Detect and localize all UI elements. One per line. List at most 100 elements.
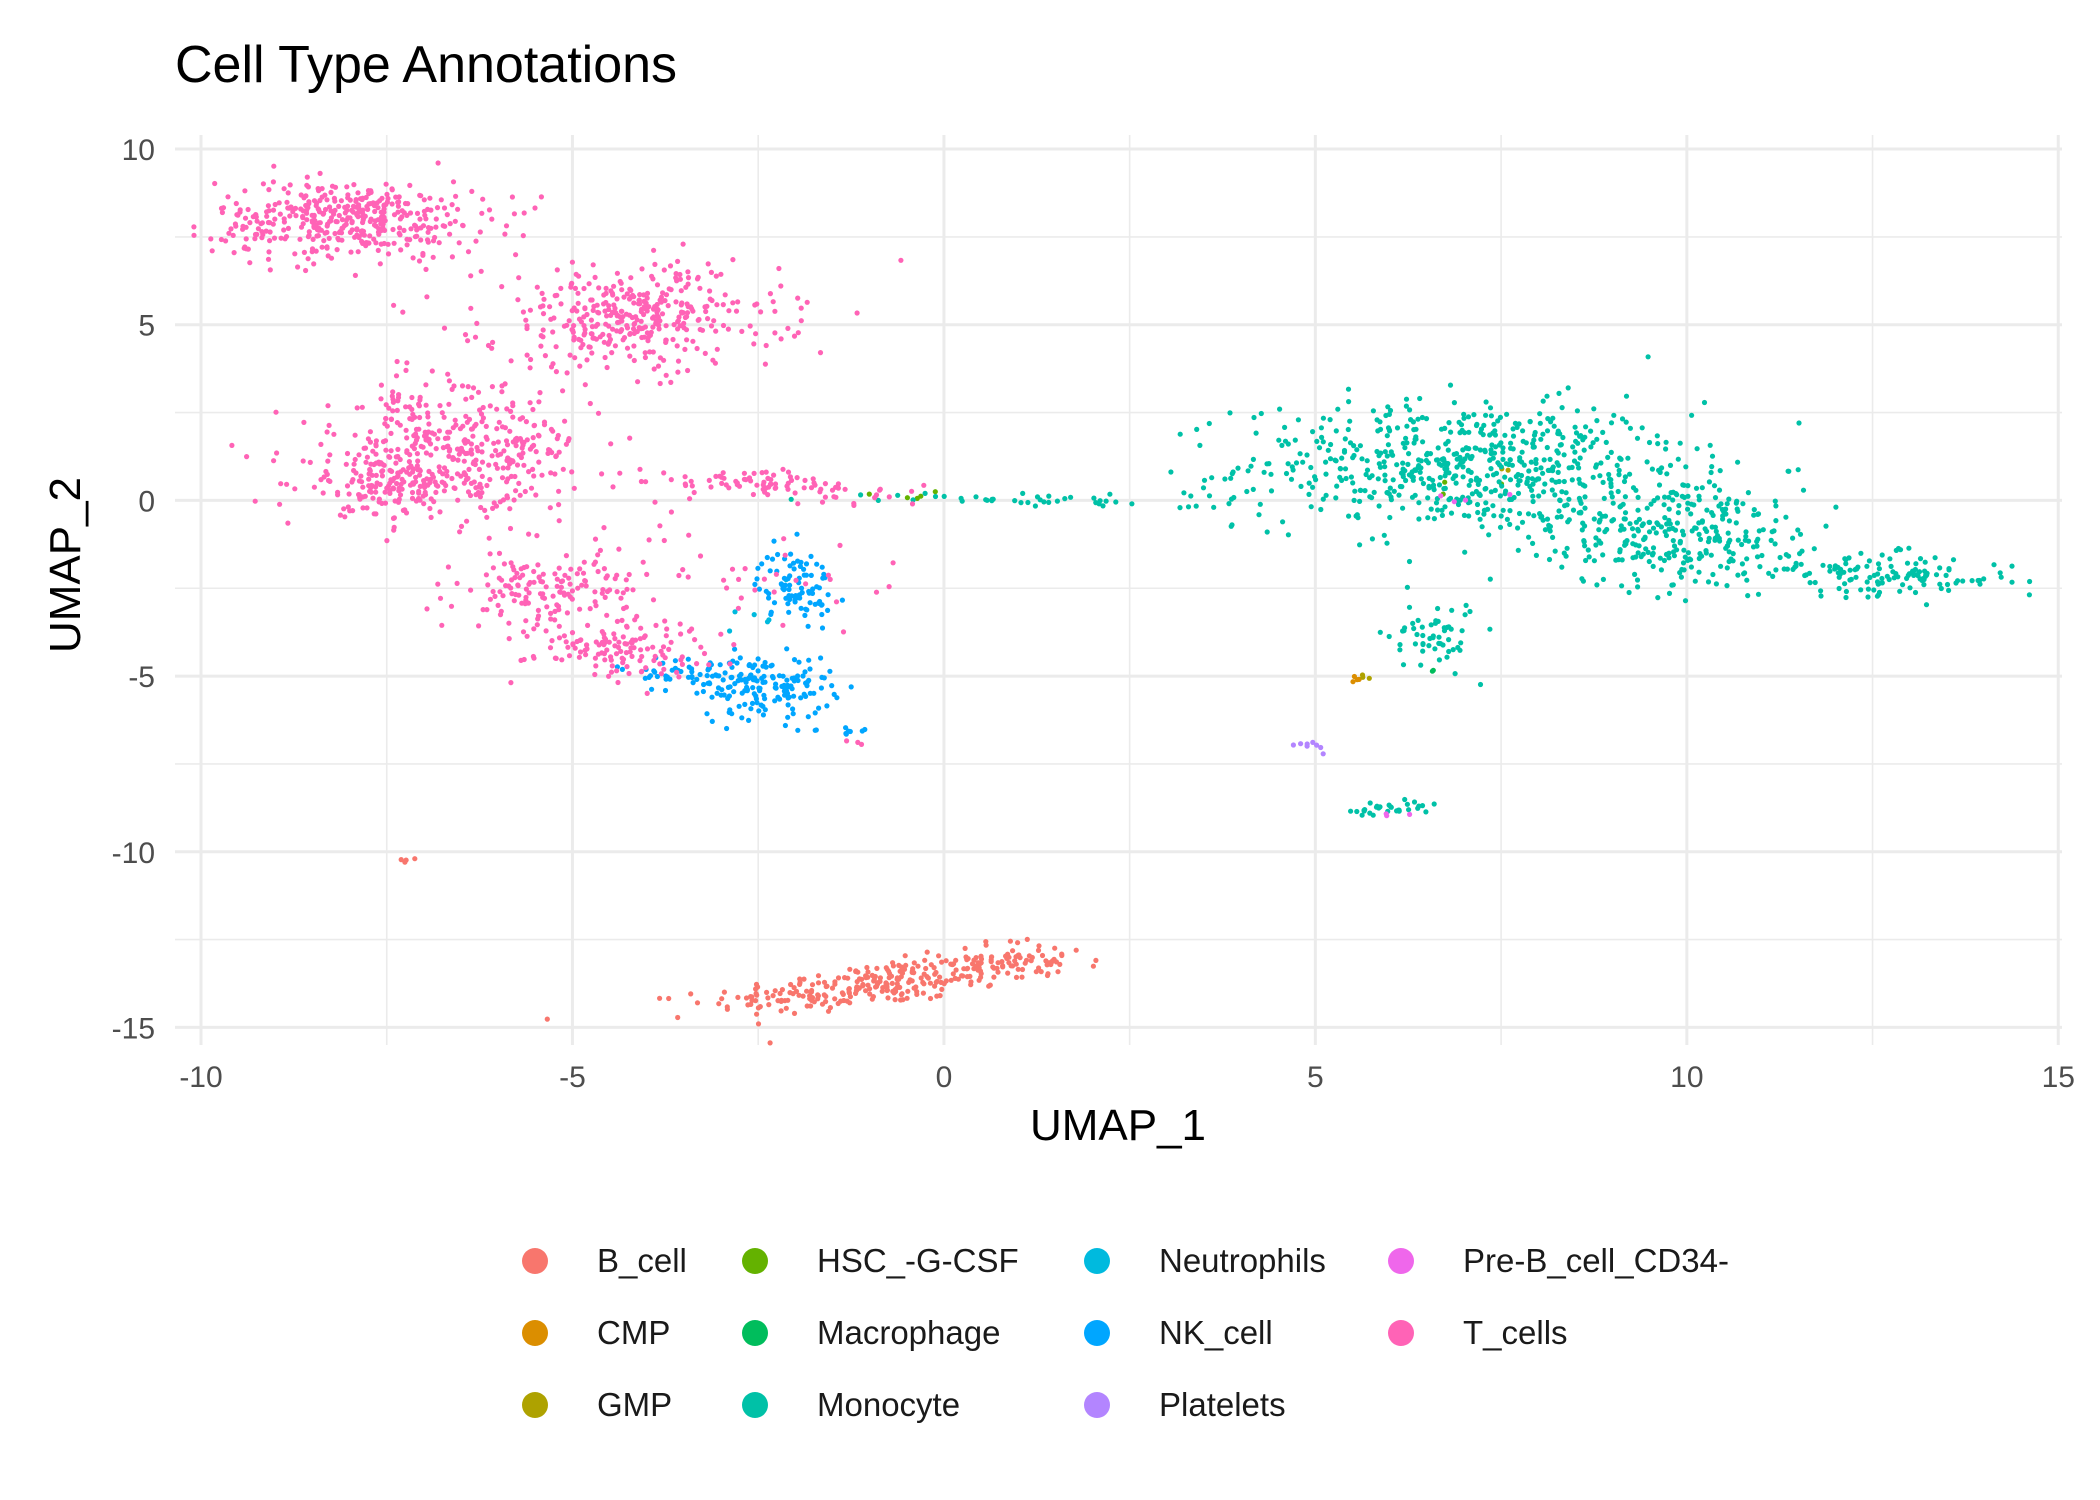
data-point (959, 973, 965, 979)
data-point (705, 261, 711, 267)
data-point (1564, 545, 1570, 551)
data-point (1457, 454, 1463, 460)
data-point (271, 163, 277, 169)
data-point (1605, 454, 1611, 460)
data-point (1596, 527, 1602, 533)
data-point (683, 482, 689, 489)
data-point (468, 480, 474, 486)
data-point (562, 572, 568, 578)
data-point (506, 620, 512, 626)
data-point (610, 326, 616, 332)
data-point (791, 693, 797, 699)
data-point (685, 269, 691, 275)
data-point (618, 648, 624, 655)
data-point (1426, 485, 1432, 491)
x-axis-title: UMAP_1 (1030, 1101, 1206, 1150)
data-point (1820, 562, 1826, 568)
data-point (1193, 503, 1199, 509)
data-point (1847, 567, 1853, 573)
data-point (319, 194, 325, 200)
data-point (798, 695, 804, 701)
data-point (423, 266, 429, 272)
data-point (1386, 633, 1392, 640)
data-point (583, 583, 589, 589)
legend-label: CMP (597, 1314, 670, 1351)
data-point (1646, 529, 1653, 535)
data-point (355, 249, 361, 255)
data-point (601, 642, 607, 648)
data-point (1250, 456, 1256, 462)
data-point (840, 991, 846, 998)
data-point (429, 430, 435, 436)
data-point (357, 207, 363, 213)
data-point (1735, 572, 1741, 578)
data-point (704, 673, 710, 679)
data-point (1093, 957, 1099, 964)
data-point (460, 448, 466, 454)
data-point (1475, 509, 1481, 516)
data-point (341, 506, 347, 512)
data-point (688, 478, 694, 484)
data-point (796, 992, 802, 998)
data-point (569, 259, 576, 265)
data-point (292, 205, 299, 211)
data-point (1647, 519, 1653, 526)
data-point (1772, 541, 1778, 547)
data-point (1397, 647, 1403, 653)
data-point (469, 188, 475, 194)
data-point (1573, 430, 1580, 436)
data-point (1910, 569, 1916, 575)
data-point (399, 208, 405, 214)
data-point (259, 220, 265, 226)
data-point (477, 494, 483, 500)
data-point (1726, 558, 1732, 565)
data-point (1227, 410, 1233, 416)
data-point (911, 970, 917, 976)
data-point (621, 605, 627, 612)
data-point (1807, 580, 1813, 586)
data-point (384, 199, 390, 205)
data-point (1649, 552, 1656, 558)
data-point (309, 246, 316, 252)
data-point (347, 229, 353, 235)
data-point (259, 229, 265, 235)
data-point (363, 194, 369, 201)
data-point (616, 639, 622, 645)
data-point (407, 182, 413, 188)
data-point (524, 352, 530, 358)
data-point (791, 657, 798, 663)
data-point (370, 495, 376, 501)
data-point (1367, 800, 1373, 806)
data-point (540, 591, 546, 597)
data-point (825, 607, 831, 614)
data-point (1529, 487, 1535, 493)
data-point (1033, 969, 1039, 975)
data-point (752, 581, 758, 588)
data-point (735, 678, 741, 684)
data-point (597, 334, 603, 340)
data-point (1375, 428, 1381, 434)
data-point (255, 226, 261, 232)
data-point (973, 494, 979, 500)
data-point (928, 962, 934, 968)
data-point (1572, 424, 1578, 430)
data-point (751, 612, 757, 618)
data-point (433, 216, 439, 222)
data-point (1633, 554, 1639, 560)
data-point (1362, 488, 1368, 494)
data-point (619, 287, 625, 293)
data-point (677, 276, 684, 282)
data-point (1332, 457, 1338, 463)
data-point (417, 414, 423, 421)
data-point (1407, 407, 1413, 413)
data-point (754, 700, 760, 706)
data-point (1351, 497, 1357, 503)
data-point (1394, 808, 1400, 814)
data-point (933, 969, 939, 976)
data-point (562, 418, 568, 424)
data-point (344, 184, 350, 190)
data-point (804, 988, 810, 994)
data-point (1871, 587, 1877, 593)
data-point (510, 414, 516, 420)
data-point (582, 578, 589, 584)
